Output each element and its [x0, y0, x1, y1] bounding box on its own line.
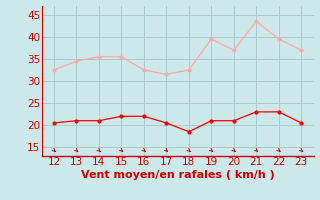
X-axis label: Vent moyen/en rafales ( km/h ): Vent moyen/en rafales ( km/h ) — [81, 170, 275, 180]
